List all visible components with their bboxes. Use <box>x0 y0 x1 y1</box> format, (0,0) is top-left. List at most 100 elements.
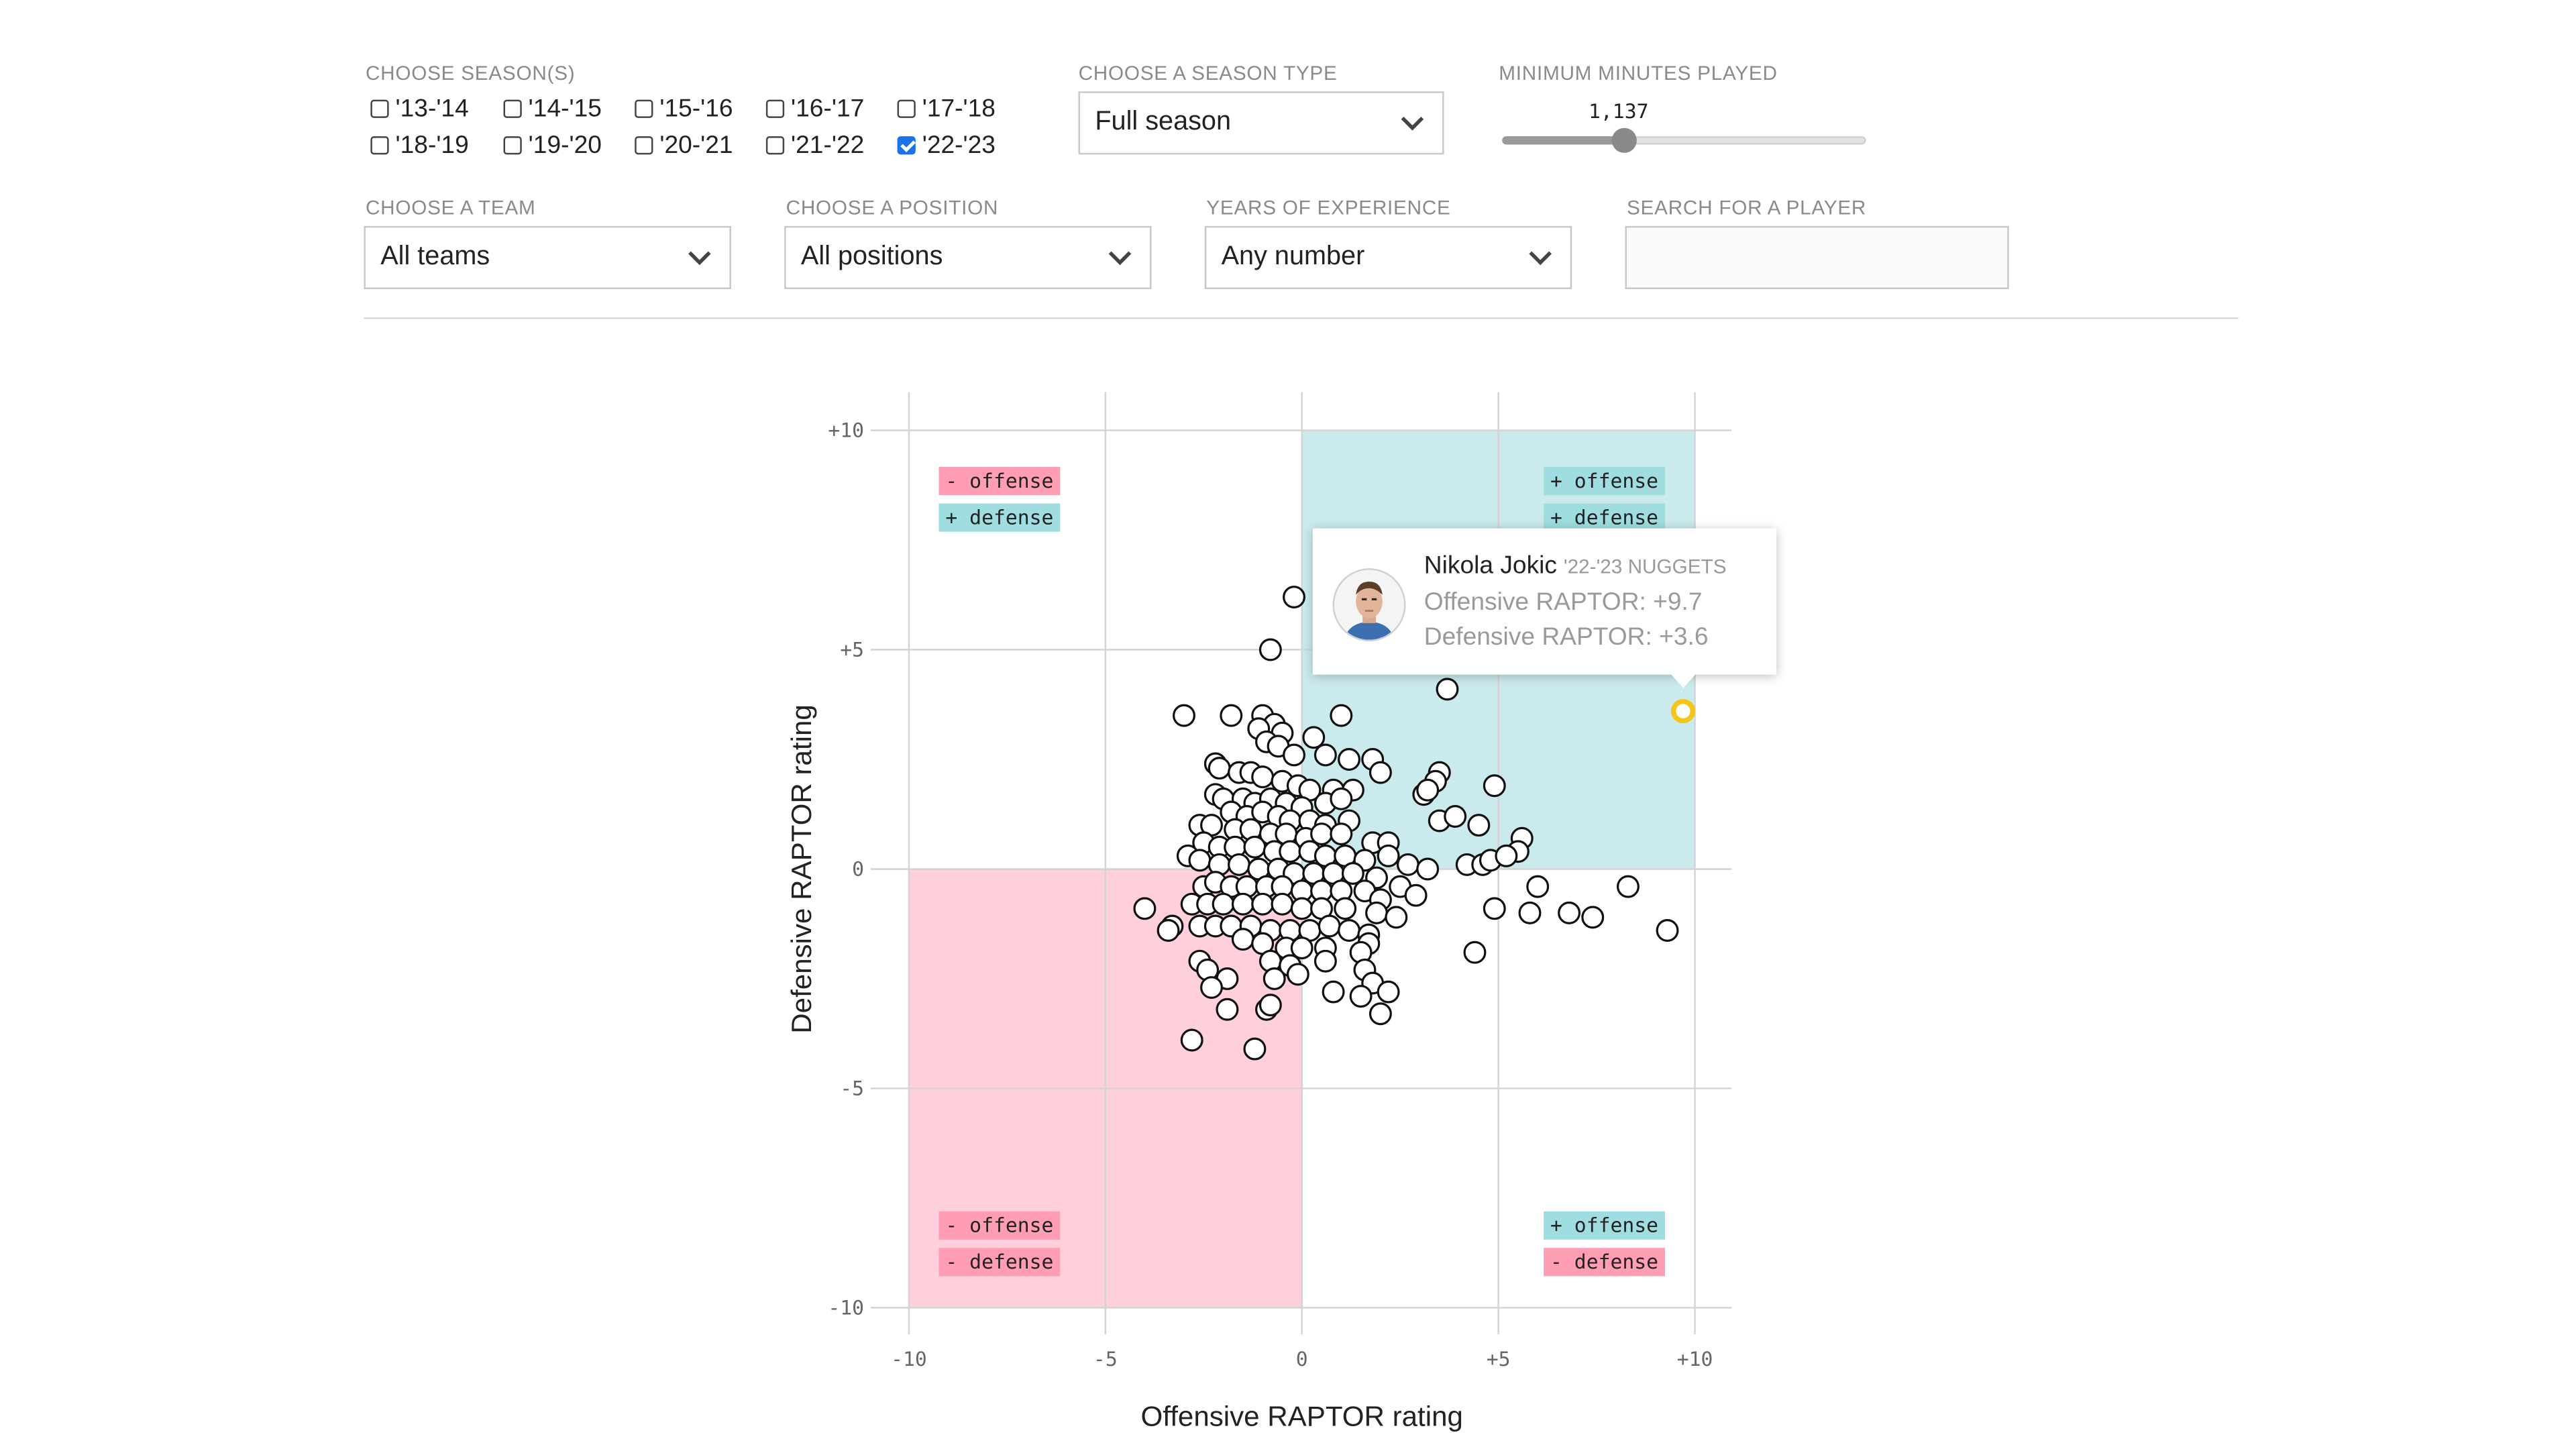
data-point <box>1286 963 1309 986</box>
season-option[interactable]: '19-'20 <box>503 131 602 160</box>
data-point <box>1322 980 1345 1004</box>
player-tooltip: Nikola Jokic '22-'23 NUGGETS Offensive RA… <box>1312 528 1776 675</box>
data-point <box>1290 936 1313 960</box>
data-point <box>1330 787 1353 810</box>
highlighted-data-point <box>1670 698 1696 724</box>
player-avatar <box>1332 568 1406 642</box>
season-type-label: CHOOSE A SEASON TYPE <box>1078 61 1338 85</box>
data-point <box>1416 778 1440 802</box>
quadrant-label: + offense <box>1550 1214 1658 1238</box>
data-point <box>1271 892 1294 916</box>
x-tick-label: +10 <box>1677 1348 1713 1371</box>
season-option[interactable]: '14-'15 <box>503 95 602 123</box>
data-point <box>1656 919 1679 942</box>
season-checkbox[interactable] <box>897 136 916 155</box>
tooltip-arrow <box>1668 671 1699 688</box>
team-value: All teams <box>380 242 490 271</box>
season-checkbox[interactable] <box>635 99 653 118</box>
season-checkbox-label: '14-'15 <box>528 95 602 123</box>
quadrant-label: + offense <box>1550 470 1658 493</box>
quadrant-label: + defense <box>945 506 1053 529</box>
season-checkbox-label: '18-'19 <box>395 131 469 160</box>
season-option[interactable]: '20-'21 <box>635 131 733 160</box>
season-type-select[interactable]: Full season <box>1078 91 1444 155</box>
player-headshot-icon <box>1334 570 1405 640</box>
season-option[interactable]: '13-'14 <box>370 95 469 123</box>
data-point <box>1200 976 1223 999</box>
data-point <box>1231 892 1254 916</box>
data-point <box>1365 901 1389 924</box>
season-checkbox[interactable] <box>503 99 522 118</box>
season-option[interactable]: '21-'22 <box>765 131 865 160</box>
season-checkbox-label: '17-'18 <box>922 95 996 123</box>
filter-divider <box>364 317 2239 319</box>
season-type-value: Full season <box>1095 108 1232 137</box>
quadrant-label: - offense <box>945 470 1053 493</box>
x-tick-label: 0 <box>1296 1348 1308 1371</box>
data-point <box>1581 906 1605 929</box>
season-checkbox[interactable] <box>370 136 389 155</box>
data-point <box>1263 967 1286 990</box>
tooltip-player-name: Nikola Jokic '22-'23 NUGGETS <box>1424 551 1727 580</box>
quadrant-label-bg <box>938 1211 1061 1240</box>
data-point <box>1133 897 1157 920</box>
x-tick-label: -10 <box>891 1348 927 1371</box>
season-checkbox-label: '20-'21 <box>659 131 733 160</box>
position-label: CHOOSE A POSITION <box>786 196 999 219</box>
quadrant-label-bg <box>938 503 1061 532</box>
season-checkbox[interactable] <box>765 136 785 155</box>
season-option[interactable]: '16-'17 <box>765 95 864 123</box>
season-option[interactable]: '15-'16 <box>635 95 733 123</box>
season-checkbox-label: '13-'14 <box>395 95 469 123</box>
quadrant-label-bg <box>1544 1248 1665 1277</box>
data-point <box>1228 853 1250 876</box>
season-option[interactable]: '17-'18 <box>897 95 996 123</box>
data-point <box>1251 892 1275 916</box>
experience-select[interactable]: Any number <box>1204 225 1572 289</box>
x-axis-title: Offensive RAPTOR rating <box>1141 1400 1463 1432</box>
season-option[interactable]: '22-'23 <box>897 131 996 160</box>
data-point <box>1385 906 1408 929</box>
data-point <box>1526 875 1550 898</box>
y-tick-label: -10 <box>828 1296 864 1320</box>
data-point <box>1518 901 1542 924</box>
data-point <box>1341 862 1364 885</box>
data-point <box>1302 726 1326 749</box>
minutes-value: 1,137 <box>1589 99 1649 123</box>
data-point <box>1330 704 1353 727</box>
data-point <box>1283 586 1305 609</box>
season-checkbox[interactable] <box>897 99 916 118</box>
season-checkbox-label: '15-'16 <box>659 95 733 123</box>
position-select[interactable]: All positions <box>784 225 1152 289</box>
data-point <box>1251 765 1275 789</box>
season-checkbox[interactable] <box>370 99 389 118</box>
quadrant-label-bg <box>1544 467 1665 496</box>
data-point <box>1463 941 1487 964</box>
y-tick-label: +5 <box>840 638 864 661</box>
data-point <box>1290 897 1313 920</box>
minutes-slider-thumb[interactable] <box>1611 127 1637 153</box>
data-point <box>1188 849 1212 872</box>
season-checkbox-label: '19-'20 <box>528 131 602 160</box>
season-option[interactable]: '18-'19 <box>370 131 469 160</box>
experience-value: Any number <box>1221 242 1365 271</box>
team-select[interactable]: All teams <box>364 225 731 289</box>
data-point <box>1216 998 1239 1021</box>
player-search-input[interactable] <box>1625 225 2009 289</box>
data-point <box>1243 1037 1267 1061</box>
season-checkbox[interactable] <box>765 99 785 118</box>
chevron-down-icon <box>1108 251 1132 266</box>
data-point <box>1404 883 1428 907</box>
tooltip-defense: Defensive RAPTOR: +3.6 <box>1424 623 1709 651</box>
season-checkbox[interactable] <box>503 136 522 155</box>
season-checkbox-label: '21-'22 <box>791 131 865 160</box>
data-point <box>1313 743 1337 767</box>
data-point <box>1258 994 1282 1017</box>
season-filter-label: CHOOSE SEASON(S) <box>365 61 576 85</box>
season-checkbox[interactable] <box>635 136 653 155</box>
data-point <box>1377 844 1400 867</box>
tooltip-name-text: Nikola Jokic <box>1424 551 1558 580</box>
minutes-slider-fill <box>1502 136 1625 145</box>
data-point <box>1180 1028 1203 1052</box>
data-point <box>1334 897 1357 920</box>
